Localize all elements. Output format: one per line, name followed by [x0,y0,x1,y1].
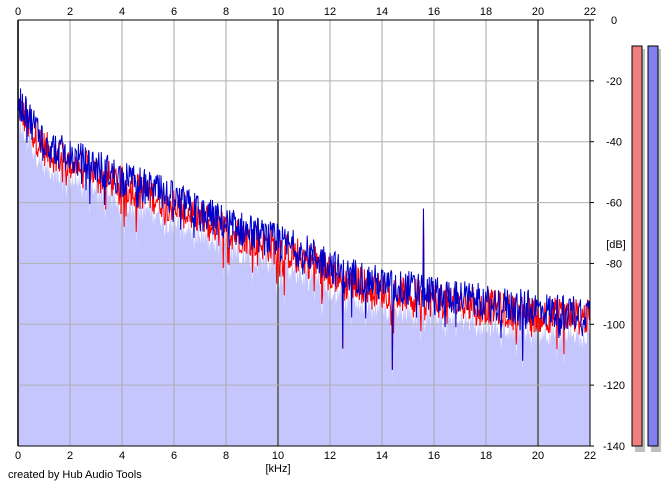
x-tick-label-top: 12 [324,6,336,18]
series-line-blue [17,88,591,370]
y-tick-label: -40 [606,137,622,149]
x-tick-label-top: 14 [376,6,388,18]
y-tick-label: -120 [603,380,625,392]
y-tick-label: -140 [603,441,625,453]
y-tick-label: -100 [603,319,625,331]
y-tick-label: -20 [606,76,622,88]
x-tick-label-top: 8 [223,6,229,18]
x-tick-label-bottom: 8 [223,450,229,462]
x-tick-label-bottom: 12 [324,450,336,462]
axes: 002244668810101212141416161818202022220-… [15,6,625,462]
spectrum-fill [18,113,590,446]
x-tick-label-top: 6 [171,6,177,18]
x-tick-label-top: 2 [67,6,73,18]
grid [17,19,591,447]
y-tick-label: 0 [611,15,617,27]
level-meter-bar [647,45,659,447]
x-tick-label-bottom: 18 [480,450,492,462]
x-tick-label-bottom: 16 [428,450,440,462]
x-tick-label-top: 18 [480,6,492,18]
x-tick-label-bottom: 14 [376,450,388,462]
x-tick-label-top: 0 [15,6,21,18]
spectrum-fill-area [18,113,590,446]
series-line-red [17,99,591,370]
x-tick-label-top: 4 [119,6,125,18]
series-layer [17,88,591,370]
x-tick-label-top: 20 [532,6,544,18]
x-tick-label-bottom: 4 [119,450,125,462]
y-tick-label: -80 [606,258,622,270]
y-tick-label: -60 [606,198,622,210]
x-tick-label-bottom: 0 [15,450,21,462]
x-tick-label-top: 22 [584,6,596,18]
x-axis-label: [kHz] [265,463,290,475]
x-tick-label-bottom: 6 [171,450,177,462]
x-tick-label-bottom: 22 [584,450,596,462]
level-meter-bar [631,45,643,447]
level-meters [631,45,661,452]
x-tick-label-top: 10 [272,6,284,18]
x-tick-label-top: 16 [428,6,440,18]
credit-text: created by Hub Audio Tools [8,469,142,481]
x-tick-label-bottom: 20 [532,450,544,462]
x-tick-label-bottom: 10 [272,450,284,462]
x-tick-label-bottom: 2 [67,450,73,462]
y-axis-label: [dB] [606,239,626,251]
